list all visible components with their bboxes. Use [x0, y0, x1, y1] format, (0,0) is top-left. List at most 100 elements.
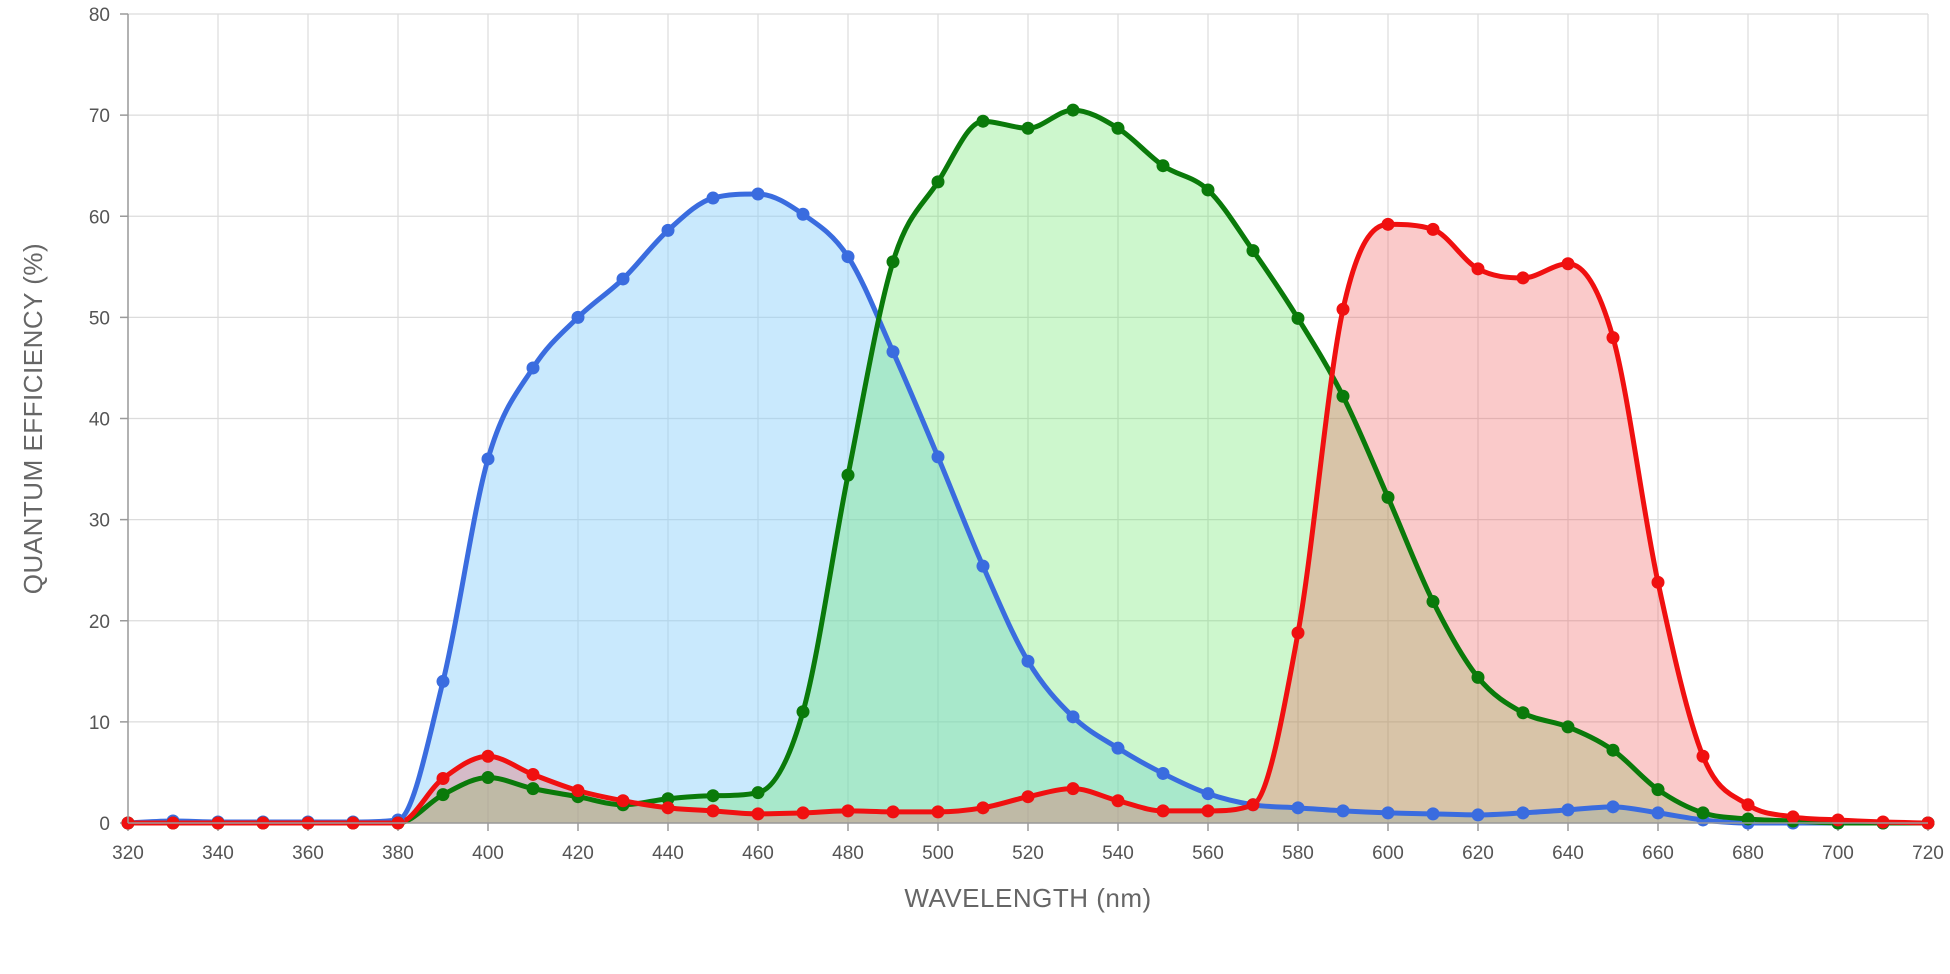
series-2-point — [796, 806, 810, 820]
series-1-point — [1471, 670, 1485, 684]
y-tick-label: 40 — [89, 410, 110, 431]
series-1-point — [1156, 159, 1170, 173]
series-2-point — [1696, 749, 1710, 763]
series-1-area — [128, 110, 1928, 823]
series-0-point — [1066, 710, 1080, 724]
series-2-point — [841, 804, 855, 818]
series-0-point — [751, 187, 765, 201]
x-tick-label: 460 — [742, 843, 774, 864]
series-1-point — [1426, 595, 1440, 609]
series-1-point — [976, 114, 990, 128]
series-2-point — [436, 772, 450, 786]
series-2-point — [1336, 302, 1350, 316]
series-2-point — [1831, 813, 1845, 827]
x-tick-label: 660 — [1642, 843, 1674, 864]
series-1-point — [1111, 121, 1125, 135]
series-1-point — [886, 255, 900, 269]
series-0-point — [1381, 806, 1395, 820]
x-tick-label: 320 — [112, 843, 144, 864]
series-1-point — [1516, 706, 1530, 720]
series-2-point — [1471, 262, 1485, 276]
series-1-point — [706, 789, 720, 803]
series-1-point — [1561, 720, 1575, 734]
series-1-point — [481, 770, 495, 784]
series-2-point — [1381, 217, 1395, 231]
series-1-point — [1201, 183, 1215, 197]
series-0-point — [976, 559, 990, 573]
series-1-point — [796, 705, 810, 719]
x-tick-label: 640 — [1552, 843, 1584, 864]
y-tick-label: 30 — [89, 511, 110, 532]
y-tick-label: 80 — [89, 5, 110, 26]
series-2-point — [931, 805, 945, 819]
series-2-point — [1426, 222, 1440, 236]
series-0-point — [1516, 806, 1530, 820]
x-tick-label: 620 — [1462, 843, 1494, 864]
series-0-point — [1471, 808, 1485, 822]
series-2-point — [706, 804, 720, 818]
series-2-point — [1516, 271, 1530, 285]
x-tick-label: 700 — [1822, 843, 1854, 864]
series-2-point — [1606, 331, 1620, 345]
series-2-point — [976, 801, 990, 815]
series-2-point — [526, 767, 540, 781]
series-1-point — [1336, 389, 1350, 403]
series-0-point — [706, 191, 720, 205]
series-0-point — [1336, 804, 1350, 818]
x-tick-label: 680 — [1732, 843, 1764, 864]
x-tick-label: 600 — [1372, 843, 1404, 864]
series-0-point — [436, 674, 450, 688]
x-tick-label: 440 — [652, 843, 684, 864]
series-1-point — [1291, 311, 1305, 325]
series-0-point — [1021, 654, 1035, 668]
series-1-point — [1381, 490, 1395, 504]
series-points — [121, 103, 1935, 830]
x-tick-label: 580 — [1282, 843, 1314, 864]
y-tick-label: 0 — [99, 814, 110, 835]
series-2-point — [1291, 626, 1305, 640]
series-2-point — [571, 784, 585, 798]
series-0-point — [526, 361, 540, 375]
series-0-point — [841, 250, 855, 264]
x-tick-label: 340 — [202, 843, 234, 864]
series-0-point — [481, 452, 495, 466]
y-tick-label: 10 — [89, 713, 110, 734]
series-2-point — [1156, 804, 1170, 818]
series-2-point — [1561, 257, 1575, 271]
x-tick-label: 420 — [562, 843, 594, 864]
series-0-point — [1651, 806, 1665, 820]
series-2-point — [1876, 815, 1890, 829]
y-tick-label: 50 — [89, 308, 110, 329]
series-0-point — [931, 450, 945, 464]
y-axis-ticks: 0 10 20 30 40 50 60 70 80 — [89, 5, 128, 835]
series-2-point — [1246, 798, 1260, 812]
series-0-point — [661, 223, 675, 237]
x-axis-ticks: 320 340 360 380 400 420 440 460 480 500 520 540 560 5… — [112, 823, 1944, 864]
series-1-line — [125, 107, 1931, 826]
y-tick-label: 60 — [89, 207, 110, 228]
series-2-point — [1066, 782, 1080, 796]
series-2-point — [616, 794, 630, 808]
series-0-point — [1561, 803, 1575, 817]
series-0-point — [616, 272, 630, 286]
x-tick-label: 480 — [832, 843, 864, 864]
x-tick-label: 720 — [1912, 843, 1944, 864]
series-2-point — [1651, 575, 1665, 589]
series-0-point — [571, 310, 585, 324]
series-2-point — [1021, 790, 1035, 804]
series-2-point — [661, 801, 675, 815]
x-tick-label: 400 — [472, 843, 504, 864]
series-2-point — [1741, 798, 1755, 812]
series-1-point — [1246, 244, 1260, 258]
series-0-point — [1291, 801, 1305, 815]
series-0-point — [1156, 766, 1170, 780]
y-tick-label: 70 — [89, 106, 110, 127]
x-tick-label: 380 — [382, 843, 414, 864]
series-2-point — [1786, 810, 1800, 824]
series-1-point — [1021, 121, 1035, 135]
series-0-point — [1201, 787, 1215, 801]
x-tick-label: 360 — [292, 843, 324, 864]
series-1-point — [1696, 806, 1710, 820]
x-tick-label: 560 — [1192, 843, 1224, 864]
x-tick-label: 500 — [922, 843, 954, 864]
